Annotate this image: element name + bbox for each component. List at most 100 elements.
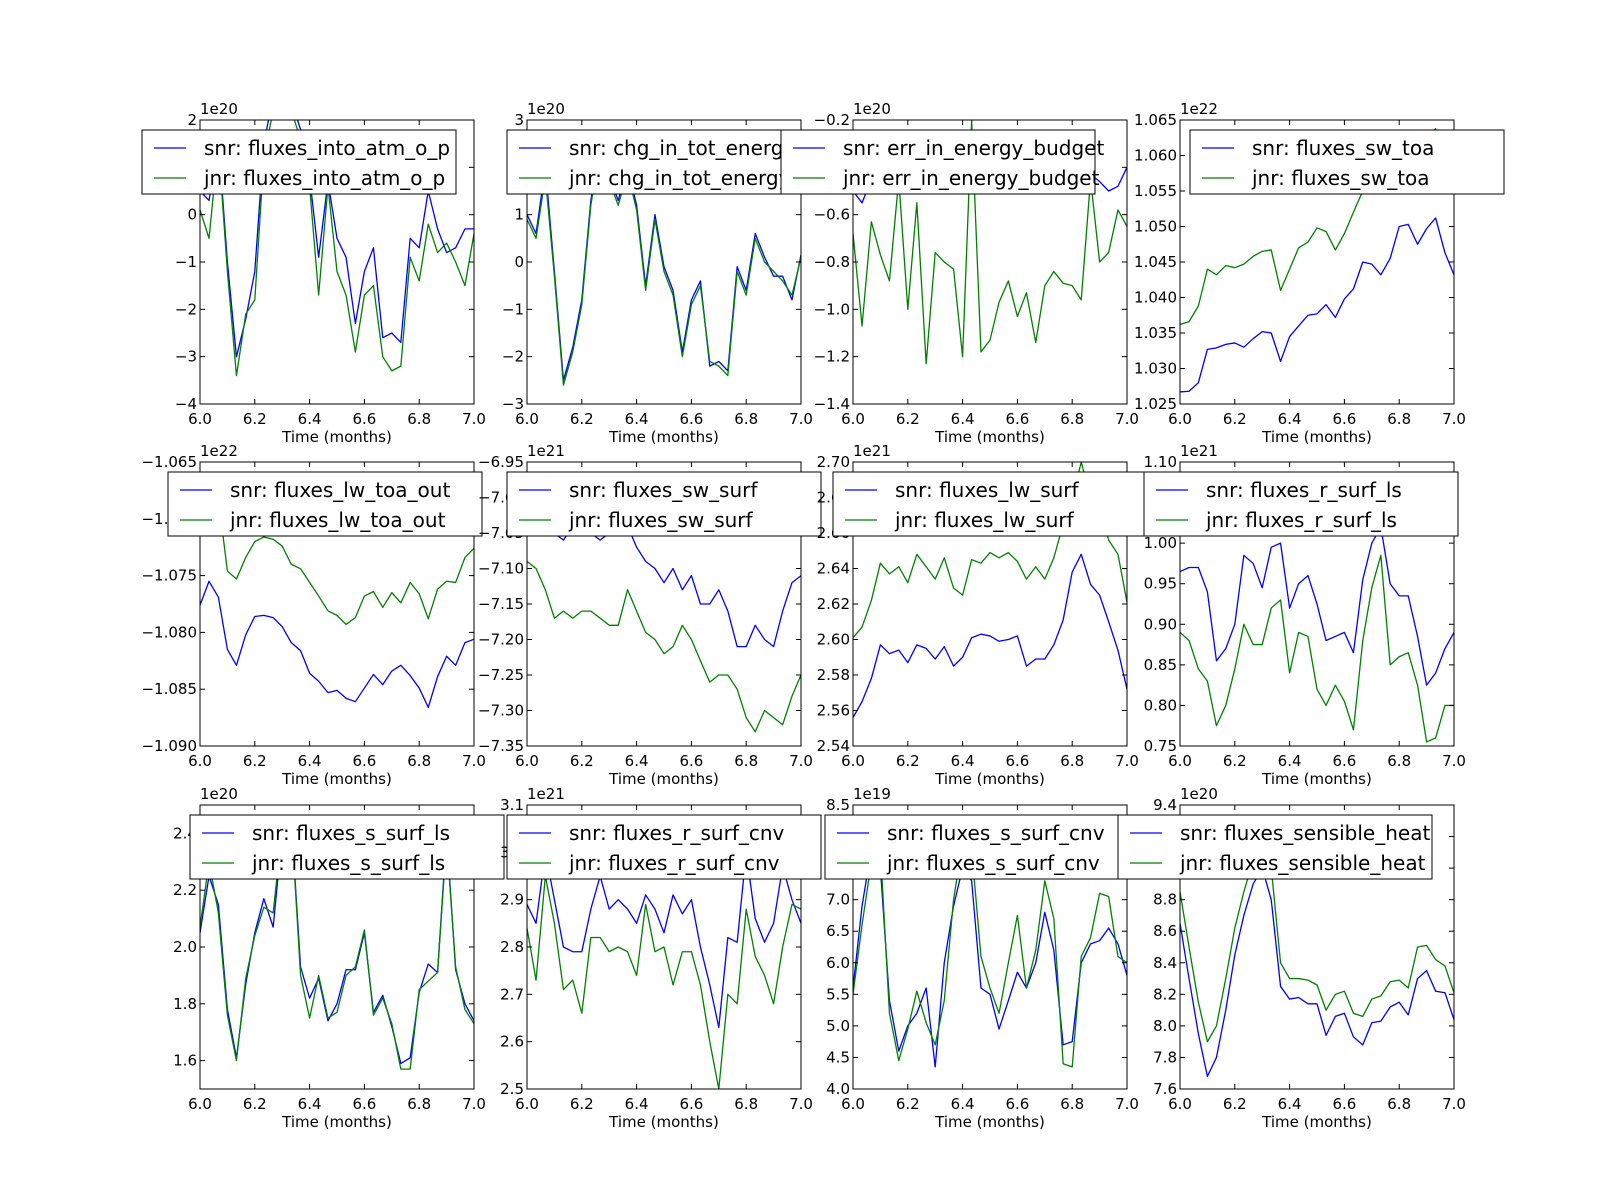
subplot-8-xlabel: Time (months) (1261, 770, 1372, 788)
subplot-12-ytick-label: 8.2 (1153, 985, 1177, 1003)
subplot-5-xtick-label: 6.2 (243, 752, 267, 770)
subplot-6-series-jnr-line (527, 560, 801, 733)
subplot-7-offset-label: 1e21 (853, 442, 891, 460)
subplot-2-xtick-label: 6.0 (515, 410, 539, 428)
subplot-11-axes-frame (852, 804, 1128, 1090)
subplot-11-xtick-label: 6.4 (951, 1095, 975, 1113)
subplot-9-ytick-label: 1.6 (173, 1052, 197, 1070)
subplot-7-ytick-label: 2.58 (817, 666, 850, 684)
subplot-10-xtick-label: 6.0 (515, 1095, 539, 1113)
subplot-10-series-jnr-line (527, 875, 801, 1089)
subplot-7-series-snr-line (853, 553, 1127, 718)
subplot-4-ytick-label: 1.035 (1134, 324, 1177, 342)
subplot-10-offset-label: 1e21 (527, 785, 565, 803)
subplot-7-legend-box (832, 471, 1148, 537)
subplot-5-axes-frame (199, 461, 475, 747)
subplot-4-legend-box (1189, 129, 1505, 195)
subplot-5-series-snr-line (200, 580, 474, 709)
subplot-9-legend-box (189, 814, 505, 880)
subplot-1-xlabel: Time (months) (281, 428, 392, 446)
subplot-12-legend-box (1117, 814, 1433, 880)
subplot-9-legend: snr: fluxes_s_surf_ls jnr: fluxes_s_surf_… (189, 814, 505, 880)
subplot-8-ytick-label: 0.95 (1144, 575, 1177, 593)
subplot-9-xlabel: Time (months) (281, 1113, 392, 1131)
subplot-2-ytick-label: −2 (502, 348, 524, 366)
subplot-10-xtick-label: 6.2 (570, 1095, 594, 1113)
subplot-9: 6.0 6.2 6.4 6.6 6.8 7.01.61.82.02.22.41e20Tim… (173, 785, 505, 1131)
subplot-6-ytick-label: −7.15 (478, 595, 524, 613)
subplot-2-series-snr-line (527, 143, 801, 381)
subplot-5-legend-box (167, 471, 483, 537)
subplot-12-xtick-label: 6.2 (1223, 1095, 1247, 1113)
subplot-1-xtick-label: 6.0 (188, 410, 212, 428)
subplot-4-xtick-label: 6.6 (1332, 410, 1356, 428)
subplot-8-legend: snr: fluxes_r_surf_ls jnr: fluxes_r_surf_… (1143, 471, 1459, 537)
subplot-1-ytick-label: 0 (187, 206, 197, 224)
subplot-9-xtick-label: 7.0 (462, 1095, 486, 1113)
subplot-6-xtick-label: 7.0 (789, 752, 813, 770)
subplot-5-xtick-label: 7.0 (462, 752, 486, 770)
subplot-12-ytick-label: 8.6 (1153, 922, 1177, 940)
subplot-12-ytick-label: 8.4 (1153, 954, 1177, 972)
subplot-8-xtick-label: 7.0 (1442, 752, 1466, 770)
subplot-7-legend-label-jnr: jnr: fluxes_lw_surf (894, 508, 1075, 532)
subplot-1-legend-label-jnr: jnr: fluxes_into_atm_o_p (203, 166, 445, 190)
subplot-12-xtick-label: 6.4 (1278, 1095, 1302, 1113)
subplot-9-legend-label-jnr: jnr: fluxes_s_surf_ls (251, 851, 445, 875)
subplot-11-ytick-label: 4.5 (826, 1048, 850, 1066)
subplot-8-series-snr-line (1180, 526, 1454, 686)
subplot-1-xtick-label: 7.0 (462, 410, 486, 428)
subplot-6-legend-label-jnr: jnr: fluxes_sw_surf (568, 508, 754, 532)
subplot-8-xtick-label: 6.4 (1278, 752, 1302, 770)
subplot-11-xlabel: Time (months) (934, 1113, 1045, 1131)
subplot-7-ytick-label: 2.56 (817, 702, 850, 720)
subplot-4-legend: snr: fluxes_sw_toa jnr: fluxes_sw_toa (1189, 129, 1505, 195)
subplot-4-series-snr-line (1180, 217, 1454, 393)
subplot-4-xtick-label: 7.0 (1442, 410, 1466, 428)
subplot-1-ytick-label: −2 (175, 300, 197, 318)
subplot-7: 6.0 6.2 6.4 6.6 6.8 7.0 2.54 2.56 2.58 2.60 2.62 2.… (817, 442, 1148, 788)
subplot-7-ytick-label: 2.62 (817, 595, 850, 613)
subplot-12: 6.0 6.2 6.4 6.6 6.8 7.0 7.6 7.8 8.0 8.2 8.4 8.6 8.8 9… (1117, 785, 1466, 1131)
subplot-11-ytick-label: 6.5 (826, 922, 850, 940)
subplot-11-ytick-label: 5.5 (826, 985, 850, 1003)
subplot-10-xtick-label: 7.0 (789, 1095, 813, 1113)
subplot-3-ytick-label: −1.4 (814, 395, 850, 413)
subplot-4-legend-label-jnr: jnr: fluxes_sw_toa (1251, 166, 1430, 190)
subplot-5-xtick-label: 6.8 (407, 752, 431, 770)
subplot-8-legend-label-jnr: jnr: fluxes_r_surf_ls (1205, 508, 1397, 532)
subplot-1-offset-label: 1e20 (200, 100, 238, 118)
subplot-4-ytick-label: 1.055 (1134, 182, 1177, 200)
subplot-4-legend-label-snr: snr: fluxes_sw_toa (1252, 136, 1434, 160)
subplot-4-ytick-label: 1.025 (1134, 395, 1177, 413)
subplot-3-legend-label-snr: snr: err_in_energy_budget (843, 136, 1104, 160)
subplot-3-legend: snr: err_in_energy_budget jnr: err_in_ene… (780, 129, 1104, 195)
subplot-3-legend-label-jnr: jnr: err_in_energy_budget (842, 166, 1100, 190)
subplot-3-ytick-label: −0.8 (814, 253, 850, 271)
subplot-1-xtick-label: 6.4 (298, 410, 322, 428)
subplot-2-ytick-label: 0 (514, 253, 524, 271)
subplot-1-ytick-label: −4 (175, 395, 197, 413)
subplot-11-offset-label: 1e19 (853, 785, 891, 803)
subplot-7-ytick-label: 2.70 (817, 453, 850, 471)
subplot-4-xtick-label: 6.2 (1223, 410, 1247, 428)
subplot-11-legend-label-jnr: jnr: fluxes_s_surf_cnv (886, 851, 1100, 875)
subplot-12-axes-frame (1179, 804, 1455, 1090)
subplot-10-ytick-label: 2.6 (500, 1033, 524, 1051)
subplot-4-ytick-label: 1.030 (1134, 360, 1177, 378)
subplot-12-series-jnr-line (1180, 851, 1454, 1043)
subplot-2-xlabel: Time (months) (608, 428, 719, 446)
subplot-7-xtick-label: 7.0 (1115, 752, 1139, 770)
subplot-5-legend-label-jnr: jnr: fluxes_lw_toa_out (229, 508, 446, 532)
subplot-9-xtick-label: 6.2 (243, 1095, 267, 1113)
subplot-9-offset-label: 1e20 (200, 785, 238, 803)
subplot-1-legend-box (141, 129, 457, 195)
subplot-3-xtick-label: 6.4 (951, 410, 975, 428)
subplot-7-legend: snr: fluxes_lw_surf jnr: fluxes_lw_surf (832, 471, 1148, 537)
subplot-5-ytick-label: −1.085 (141, 680, 197, 698)
subplot-11-ytick-label: 5.0 (826, 1017, 850, 1035)
subplot-12-ytick-label: 7.6 (1153, 1080, 1177, 1098)
subplot-1-xtick-label: 6.8 (407, 410, 431, 428)
subplot-9-ytick-label: 1.8 (173, 995, 197, 1013)
subplot-7-xlabel: Time (months) (934, 770, 1045, 788)
